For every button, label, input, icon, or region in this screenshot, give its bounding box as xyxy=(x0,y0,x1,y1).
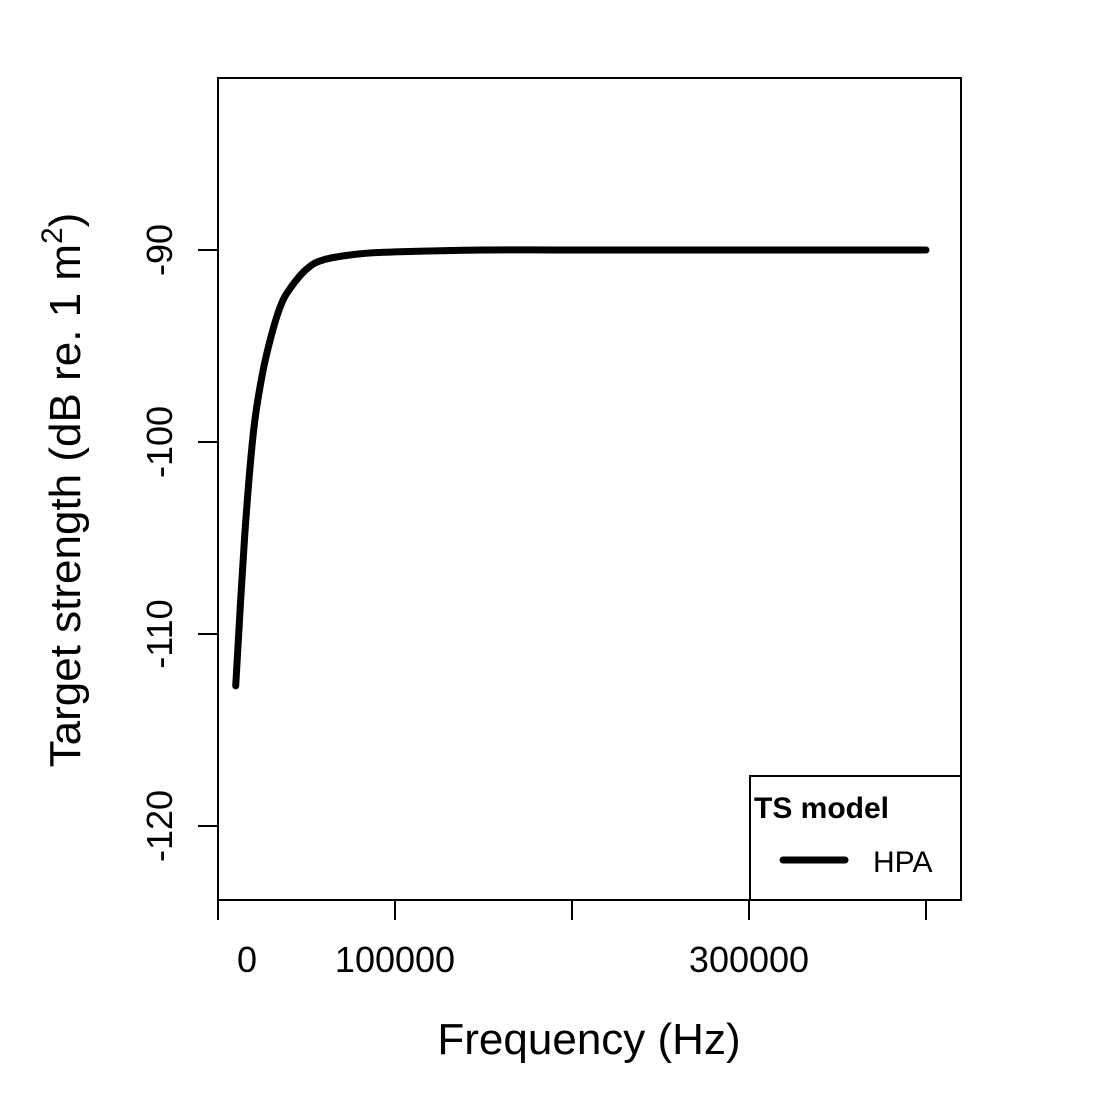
y-tick-label: -90 xyxy=(139,224,180,276)
x-tick-label: 300000 xyxy=(689,939,809,980)
series-line-hpa xyxy=(232,246,930,690)
legend-title: TS model xyxy=(754,792,889,825)
legend-label-hpa: HPA xyxy=(873,846,932,879)
x-tick-label: 0 xyxy=(237,939,257,980)
legend: TS model HPA xyxy=(749,775,962,901)
y-tick-label: -110 xyxy=(139,599,180,668)
y-tick-label: -120 xyxy=(139,790,180,862)
y-axis-title: Target strength (dB re. 1 m2) xyxy=(36,213,90,768)
x-axis-title: Frequency (Hz) xyxy=(437,1015,740,1064)
y-axis: -90 -100 -110 -120 xyxy=(139,224,218,862)
legend-box xyxy=(749,775,962,901)
x-tick-label: 100000 xyxy=(335,939,455,980)
y-tick-label: -100 xyxy=(139,406,180,478)
